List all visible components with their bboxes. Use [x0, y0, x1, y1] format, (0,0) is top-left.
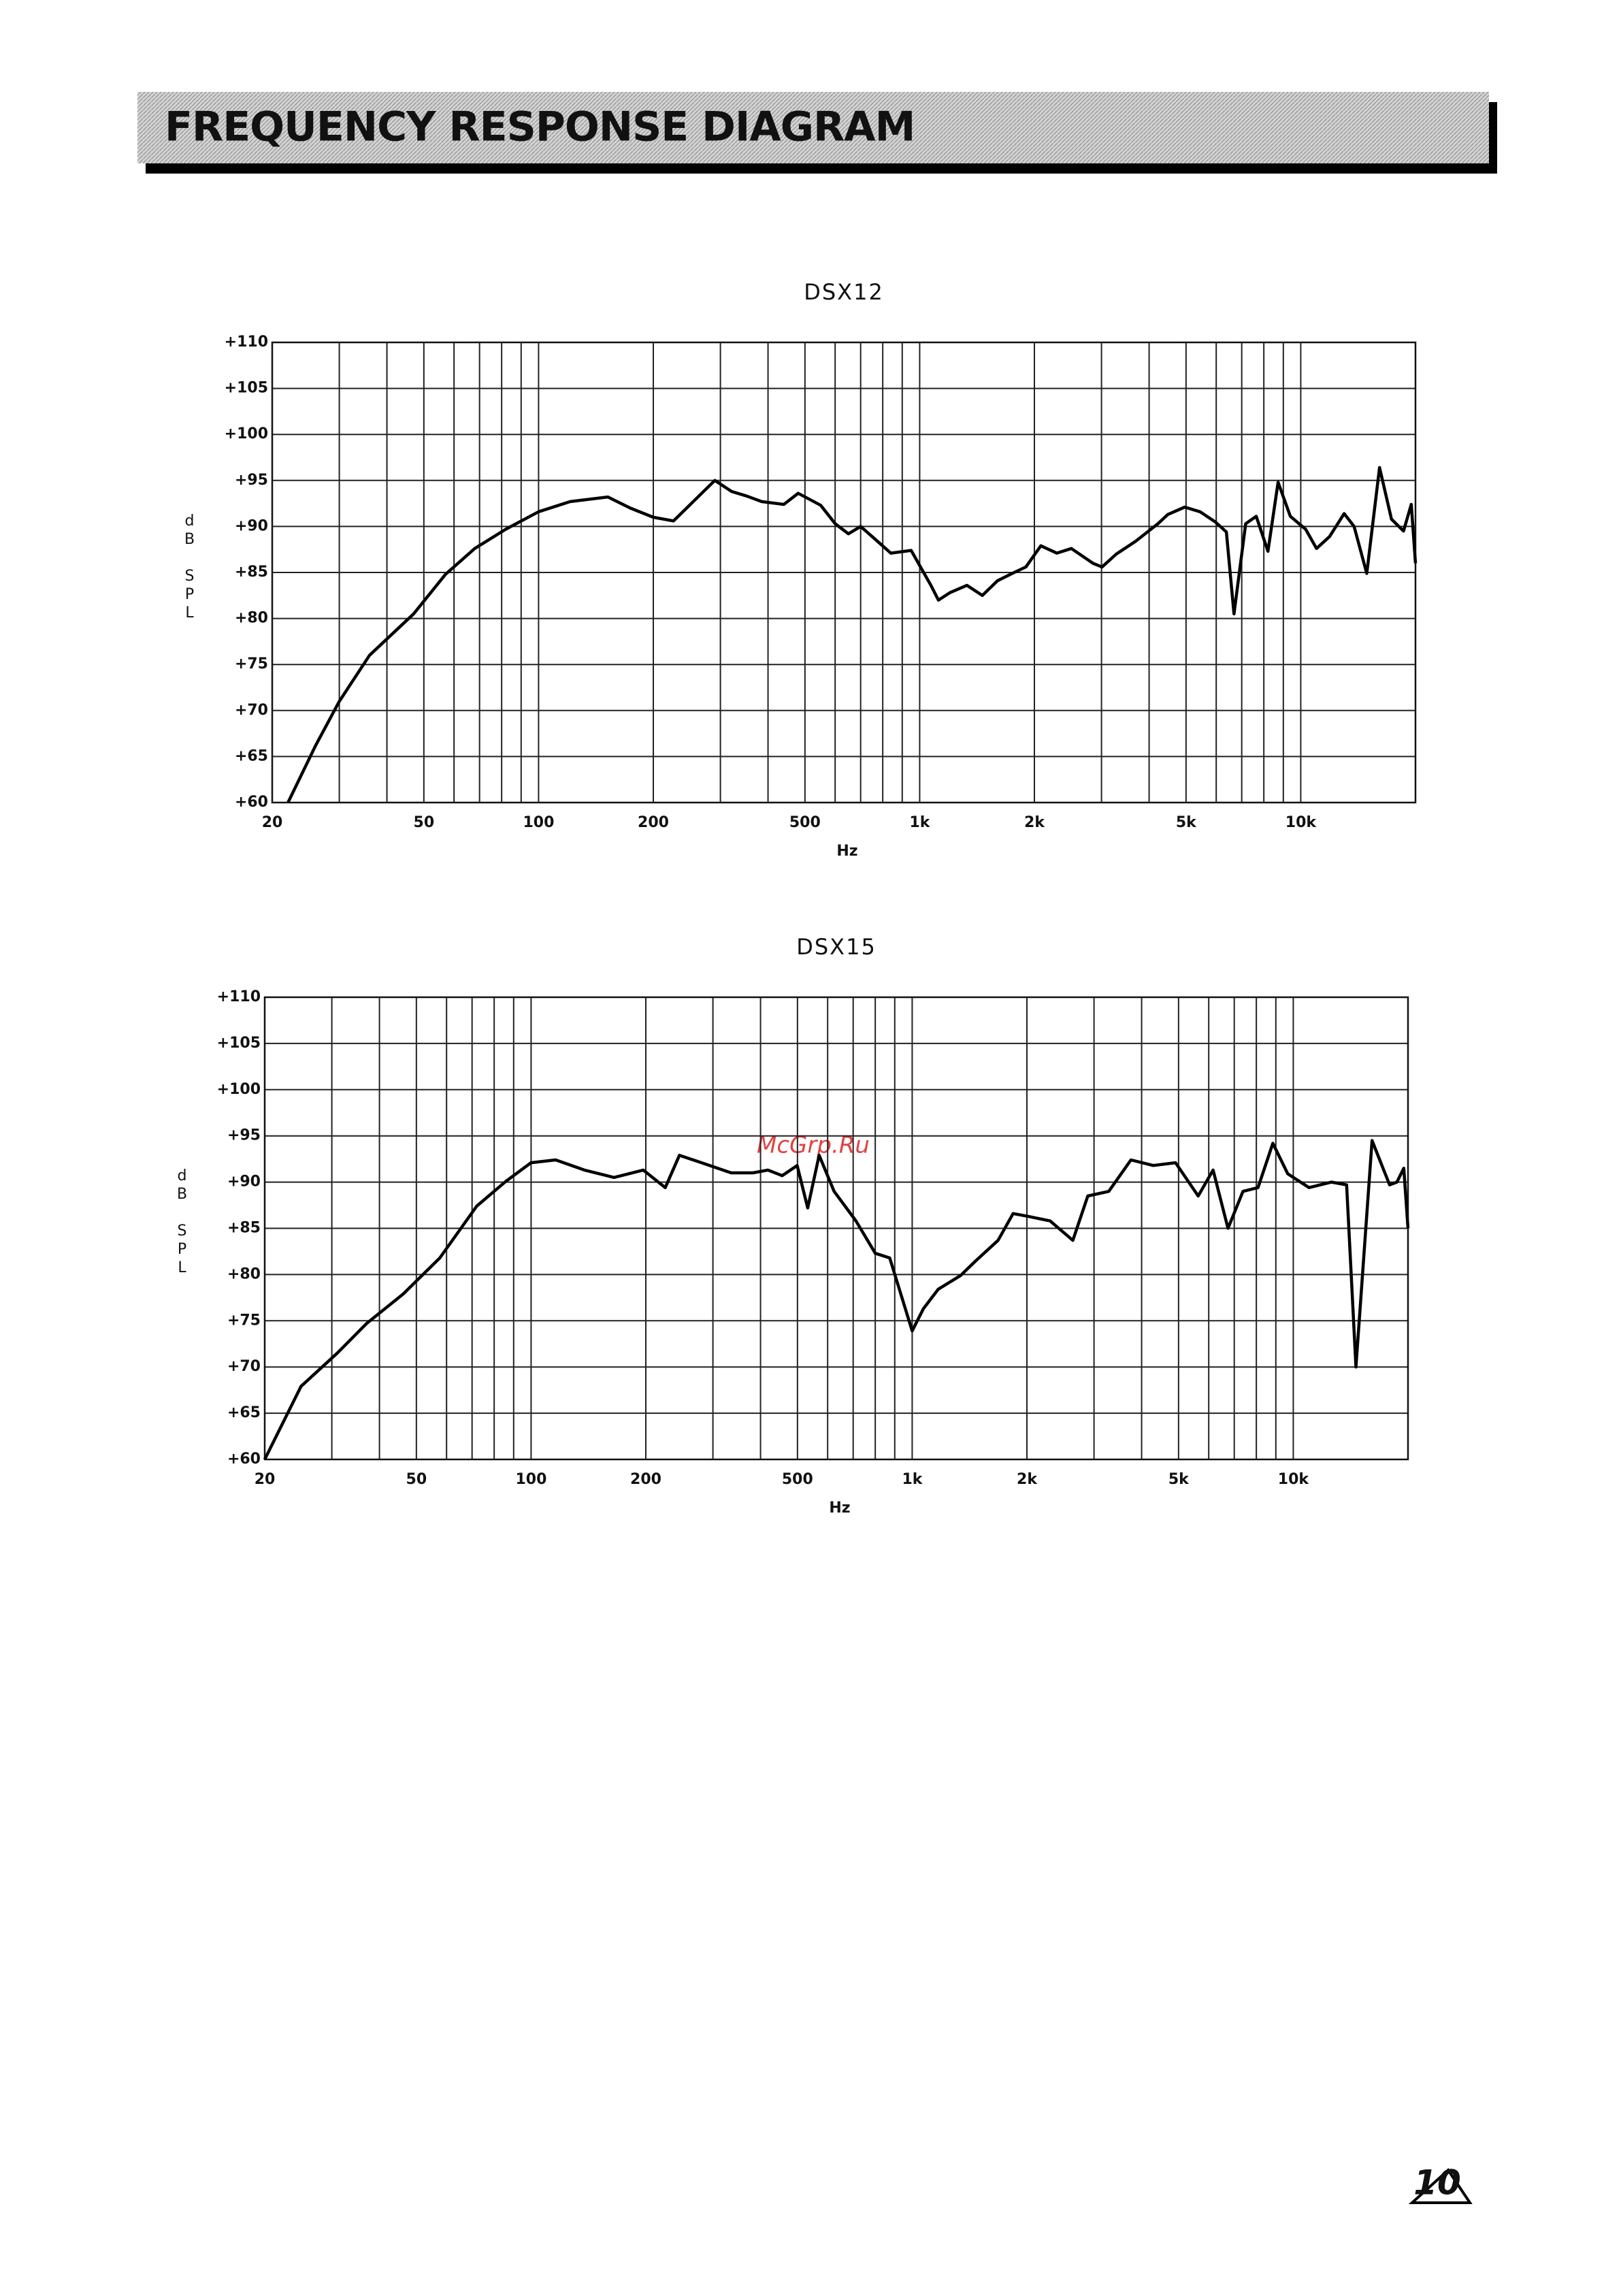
y-tick-label: +80 — [235, 610, 268, 627]
y-tick-label: +110 — [217, 988, 261, 1005]
x-tick-label: 100 — [523, 814, 554, 831]
y-tick-label: +95 — [235, 472, 268, 489]
header-title: FREQUENCY RESPONSE DIAGRAM — [165, 103, 915, 151]
y-tick-label: +60 — [235, 794, 268, 811]
y-tick-label: +105 — [217, 1035, 261, 1052]
x-tick-label: 5k — [1176, 814, 1197, 831]
x-tick-label: 5k — [1168, 1471, 1190, 1488]
y-axis-label: dB SPL — [181, 513, 198, 623]
x-tick-label: 50 — [406, 1471, 427, 1488]
y-tick-label: +75 — [235, 656, 268, 673]
x-tick-label: 500 — [782, 1471, 813, 1488]
y-tick-label: +90 — [227, 1174, 261, 1191]
page-number-triangle — [1408, 2167, 1473, 2204]
x-axis-label: Hz — [829, 1500, 850, 1517]
y-tick-label: +85 — [235, 564, 268, 581]
x-tick-label: 200 — [638, 814, 669, 831]
response-curve — [263, 1139, 1410, 1461]
y-tick-label: +110 — [225, 334, 268, 351]
response-curve — [286, 466, 1418, 803]
x-tick-label: 500 — [789, 814, 821, 831]
y-tick-label: +100 — [217, 1081, 261, 1098]
x-tick-label: 20 — [255, 1471, 276, 1488]
x-tick-label: 10k — [1286, 814, 1317, 831]
chart-title: DSX15 — [796, 934, 877, 960]
x-tick-label: 1k — [909, 814, 930, 831]
y-tick-label: +65 — [235, 747, 268, 764]
x-tick-label: 2k — [1024, 814, 1045, 831]
y-tick-label: +105 — [225, 380, 268, 397]
x-tick-label: 100 — [515, 1471, 546, 1488]
x-axis-label: Hz — [836, 843, 857, 860]
x-tick-label: 50 — [414, 814, 435, 831]
page-number: 10 — [1413, 2163, 1461, 2203]
y-tick-label: +60 — [227, 1451, 261, 1468]
y-tick-label: +85 — [227, 1220, 261, 1237]
x-tick-label: 20 — [262, 814, 283, 831]
y-tick-label: +80 — [227, 1265, 261, 1282]
x-tick-label: 10k — [1278, 1471, 1310, 1488]
x-tick-label: 2k — [1017, 1471, 1038, 1488]
y-tick-label: +65 — [227, 1404, 261, 1421]
y-tick-label: +75 — [227, 1312, 261, 1329]
x-tick-label: 200 — [630, 1471, 661, 1488]
y-tick-label: +70 — [235, 702, 268, 719]
header-band — [137, 92, 1489, 163]
plot-frame — [271, 341, 1417, 804]
y-tick-label: +90 — [235, 517, 268, 534]
y-tick-label: +70 — [227, 1358, 261, 1375]
y-axis-label: dB SPL — [174, 1167, 191, 1278]
y-tick-label: +100 — [225, 425, 268, 442]
x-tick-label: 1k — [902, 1471, 923, 1488]
chart-title: DSX12 — [804, 279, 884, 305]
y-tick-label: +95 — [227, 1127, 261, 1144]
